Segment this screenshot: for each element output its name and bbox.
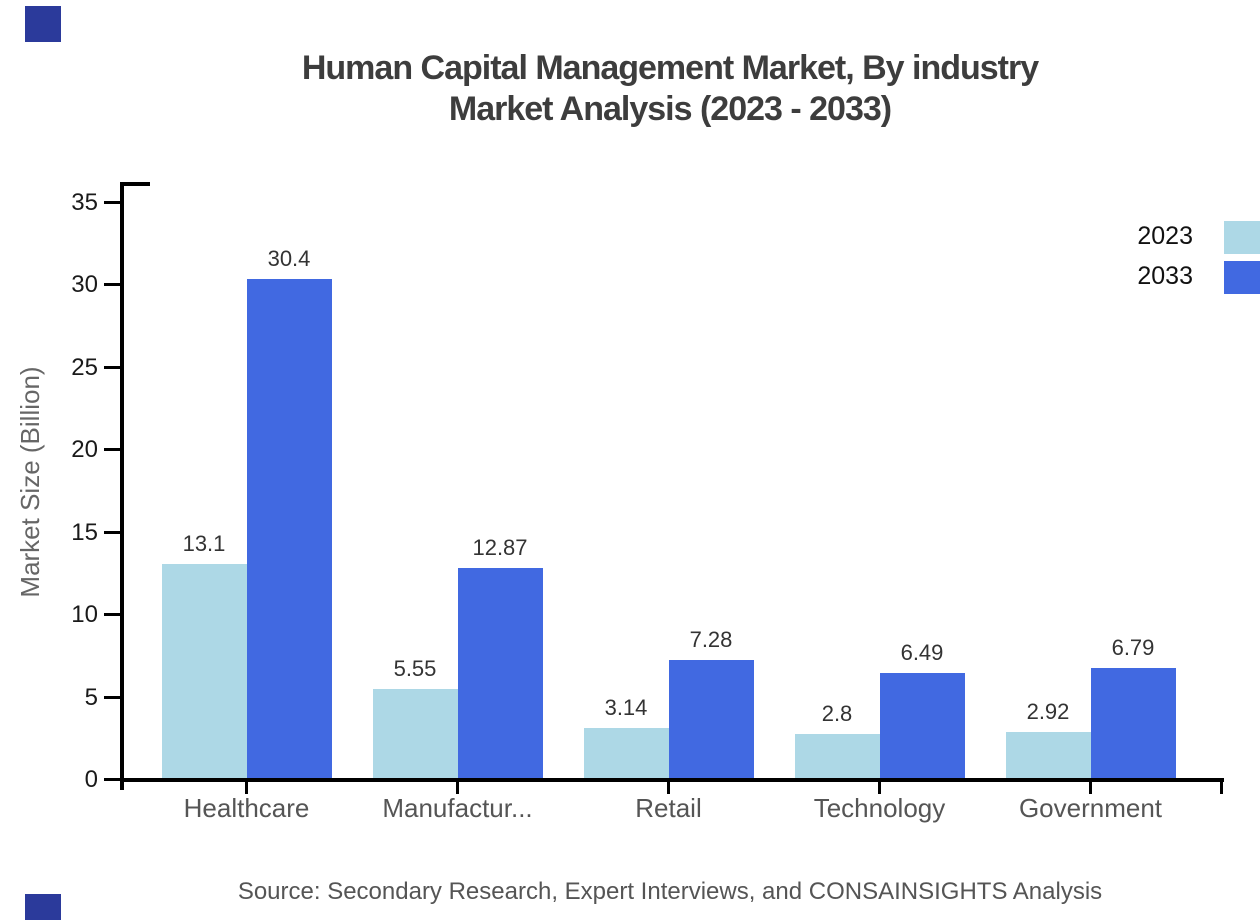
y-tick-mark-15 [104, 530, 120, 534]
y-tick-mark-25 [104, 365, 120, 369]
x-axis-end-tick [1220, 778, 1223, 794]
chart-title-line-1: Human Capital Management Market, By indu… [301, 49, 1039, 87]
bar-2023-manufactur [372, 688, 458, 780]
bar-2033-healthcare [246, 278, 332, 780]
y-tick-label-20: 20 [71, 436, 98, 464]
bar-value-label-2033-2: 7.28 [689, 626, 733, 652]
bar-value-label-2023-3: 2.8 [821, 700, 853, 726]
bar-value-label-2023-0: 13.1 [182, 531, 226, 557]
y-axis-line [120, 182, 124, 790]
chart-title-line-2: Market Analysis (2023 - 2033) [448, 90, 892, 128]
bar-2023-technology [794, 733, 880, 780]
y-tick-label-30: 30 [71, 271, 98, 299]
x-category-label-technology: Technology [813, 793, 946, 823]
bar-2023-healthcare [161, 564, 247, 780]
bar-2033-government [1090, 668, 1176, 780]
bar-value-label-2033-0: 30.4 [267, 245, 311, 271]
legend-item-2033-label[interactable]: 2033 [1137, 262, 1193, 290]
y-tick-mark-5 [104, 695, 120, 699]
x-tick-mark-2 [666, 780, 670, 794]
legend-swatch-2033[interactable] [1224, 261, 1260, 294]
x-tick-mark-0 [244, 780, 248, 794]
legend-swatch-2023[interactable] [1224, 221, 1260, 254]
y-tick-mark-20 [104, 448, 120, 452]
bar-value-label-2033-1: 12.87 [472, 534, 528, 560]
bar-value-label-2023-1: 5.55 [393, 655, 437, 681]
bar-2023-government [1005, 731, 1091, 780]
bar-value-label-2033-3: 6.49 [900, 640, 944, 665]
x-category-label-retail: Retail [635, 793, 702, 823]
brand-logo-mark-bottom [25, 894, 61, 920]
y-axis-end-tick [120, 182, 150, 186]
bar-2033-retail [668, 659, 754, 780]
x-category-label-government: Government [1018, 793, 1163, 823]
y-tick-label-15: 15 [71, 518, 98, 546]
y-tick-label-10: 10 [71, 601, 98, 629]
y-tick-mark-10 [104, 613, 120, 617]
bar-2033-manufactur [457, 567, 543, 780]
y-tick-label-5: 5 [84, 683, 98, 711]
x-tick-mark-1 [455, 780, 459, 794]
x-tick-mark-4 [1088, 780, 1092, 794]
x-tick-mark-3 [877, 780, 881, 794]
bar-value-label-2033-4: 6.79 [1111, 635, 1155, 661]
x-category-label-manufactur: Manufactur... [382, 793, 533, 823]
brand-logo-mark-top [25, 6, 61, 42]
chart-title: Human Capital Management Market, By indu… [80, 48, 1260, 130]
y-tick-mark-30 [104, 283, 120, 287]
bar-2033-technology [879, 673, 965, 780]
bar-value-label-2023-4: 2.92 [1026, 698, 1070, 724]
y-tick-mark-35 [104, 201, 120, 204]
y-tick-label-25: 25 [71, 353, 98, 381]
legend-item-2023-label[interactable]: 2023 [1137, 222, 1193, 250]
y-tick-label-35: 35 [71, 189, 98, 216]
bar-value-label-2023-2: 3.14 [604, 695, 648, 721]
y-tick-label-0: 0 [84, 766, 98, 793]
x-axis-line [120, 778, 1224, 782]
source-attribution: Source: Secondary Research, Expert Inter… [237, 878, 1103, 905]
x-category-label-healthcare: Healthcare [183, 793, 310, 823]
y-tick-mark-0 [104, 778, 120, 781]
bar-2023-retail [583, 728, 669, 780]
